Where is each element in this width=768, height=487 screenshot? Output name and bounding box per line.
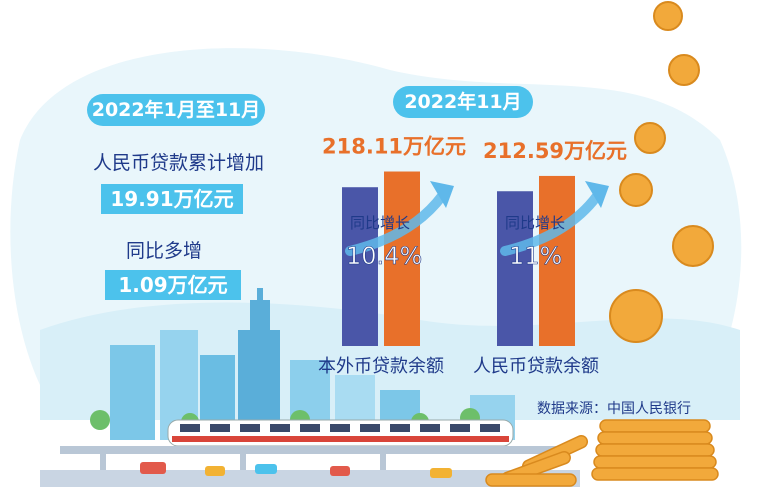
coin-illustration <box>485 1 719 487</box>
value-label-1: 218.11万亿元 <box>322 135 466 159</box>
growth-label-1: 同比增长 <box>350 214 410 232</box>
growth-arrow-head-1 <box>430 181 454 208</box>
growth-rate-1: 10.4% <box>346 242 422 270</box>
bar-current-2 <box>539 175 575 346</box>
train-illustration <box>167 419 514 447</box>
bar-previous-1 <box>342 187 378 346</box>
cars <box>140 462 452 478</box>
left-period-badge: 2022年1月至11月 <box>87 94 265 126</box>
source-note: 数据来源：中国人民银行 <box>537 401 691 417</box>
yoy-more-value: 1.09万亿元 <box>105 270 241 300</box>
growth-label-2: 同比增长 <box>505 214 565 232</box>
loan-increase-label: 人民币贷款累计增加 <box>93 152 265 174</box>
category-label-1: 本外币贷款余额 <box>318 356 444 377</box>
bar-previous-2 <box>497 191 533 346</box>
bar-current-1 <box>384 171 420 346</box>
growth-arrow-2 <box>500 191 602 256</box>
growth-arrow-head-2 <box>585 181 609 208</box>
right-period-badge: 2022年11月 <box>393 86 533 118</box>
growth-rate-2: 11% <box>509 242 562 270</box>
yoy-more-label: 同比多增 <box>126 240 203 262</box>
category-label-2: 人民币贷款余额 <box>473 356 599 377</box>
value-label-2: 212.59万亿元 <box>483 139 627 163</box>
loan-increase-value: 19.91万亿元 <box>101 184 243 214</box>
growth-arrow-1 <box>345 191 447 256</box>
